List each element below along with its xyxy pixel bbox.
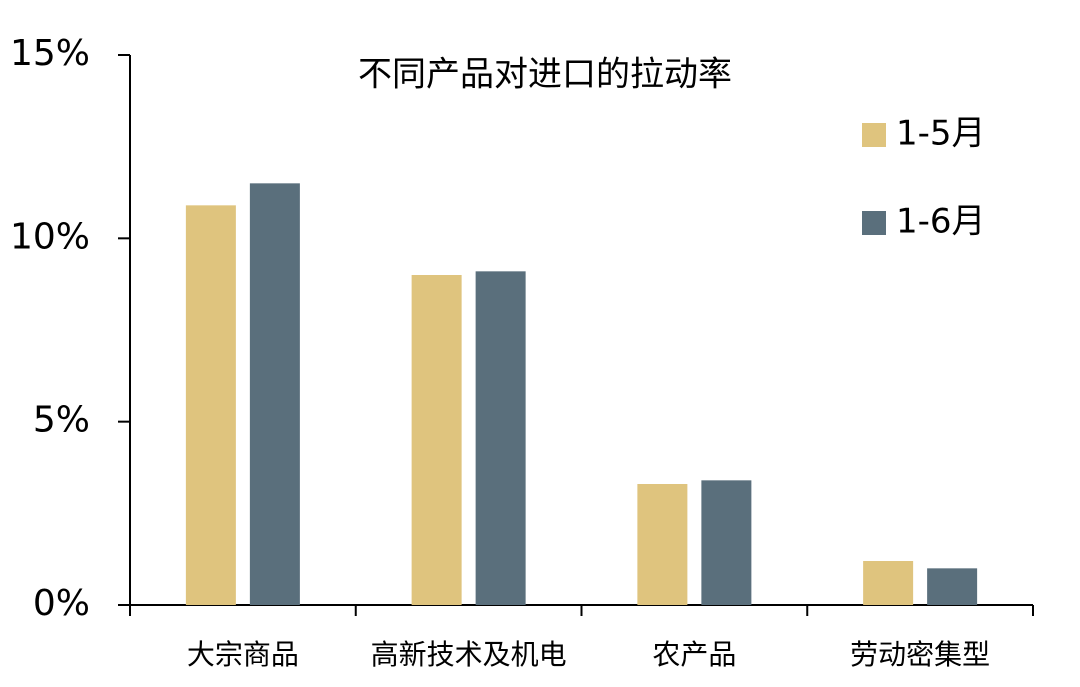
x-tick-label: 农产品 xyxy=(652,638,736,671)
x-tick-label: 劳动密集型 xyxy=(850,638,990,671)
bar xyxy=(411,275,462,605)
bar xyxy=(185,205,236,606)
legend-swatch xyxy=(862,211,886,235)
x-tick-label: 大宗商品 xyxy=(187,638,299,671)
bar xyxy=(927,568,978,605)
legend-label: 1-6月 xyxy=(896,202,986,242)
x-tick-label: 高新技术及机电 xyxy=(371,638,567,671)
bar xyxy=(701,480,752,605)
y-tick-label: 0% xyxy=(33,583,90,624)
bar xyxy=(863,561,914,605)
y-tick-label: 15% xyxy=(10,33,90,74)
y-tick-label: 10% xyxy=(10,216,90,257)
bar xyxy=(475,271,526,605)
bar xyxy=(249,183,300,606)
y-tick-label: 5% xyxy=(33,400,90,441)
legend-label: 1-5月 xyxy=(896,114,986,154)
bar xyxy=(637,484,688,605)
chart-title: 不同产品对进口的拉动率 xyxy=(358,55,732,95)
legend-swatch xyxy=(862,123,886,147)
